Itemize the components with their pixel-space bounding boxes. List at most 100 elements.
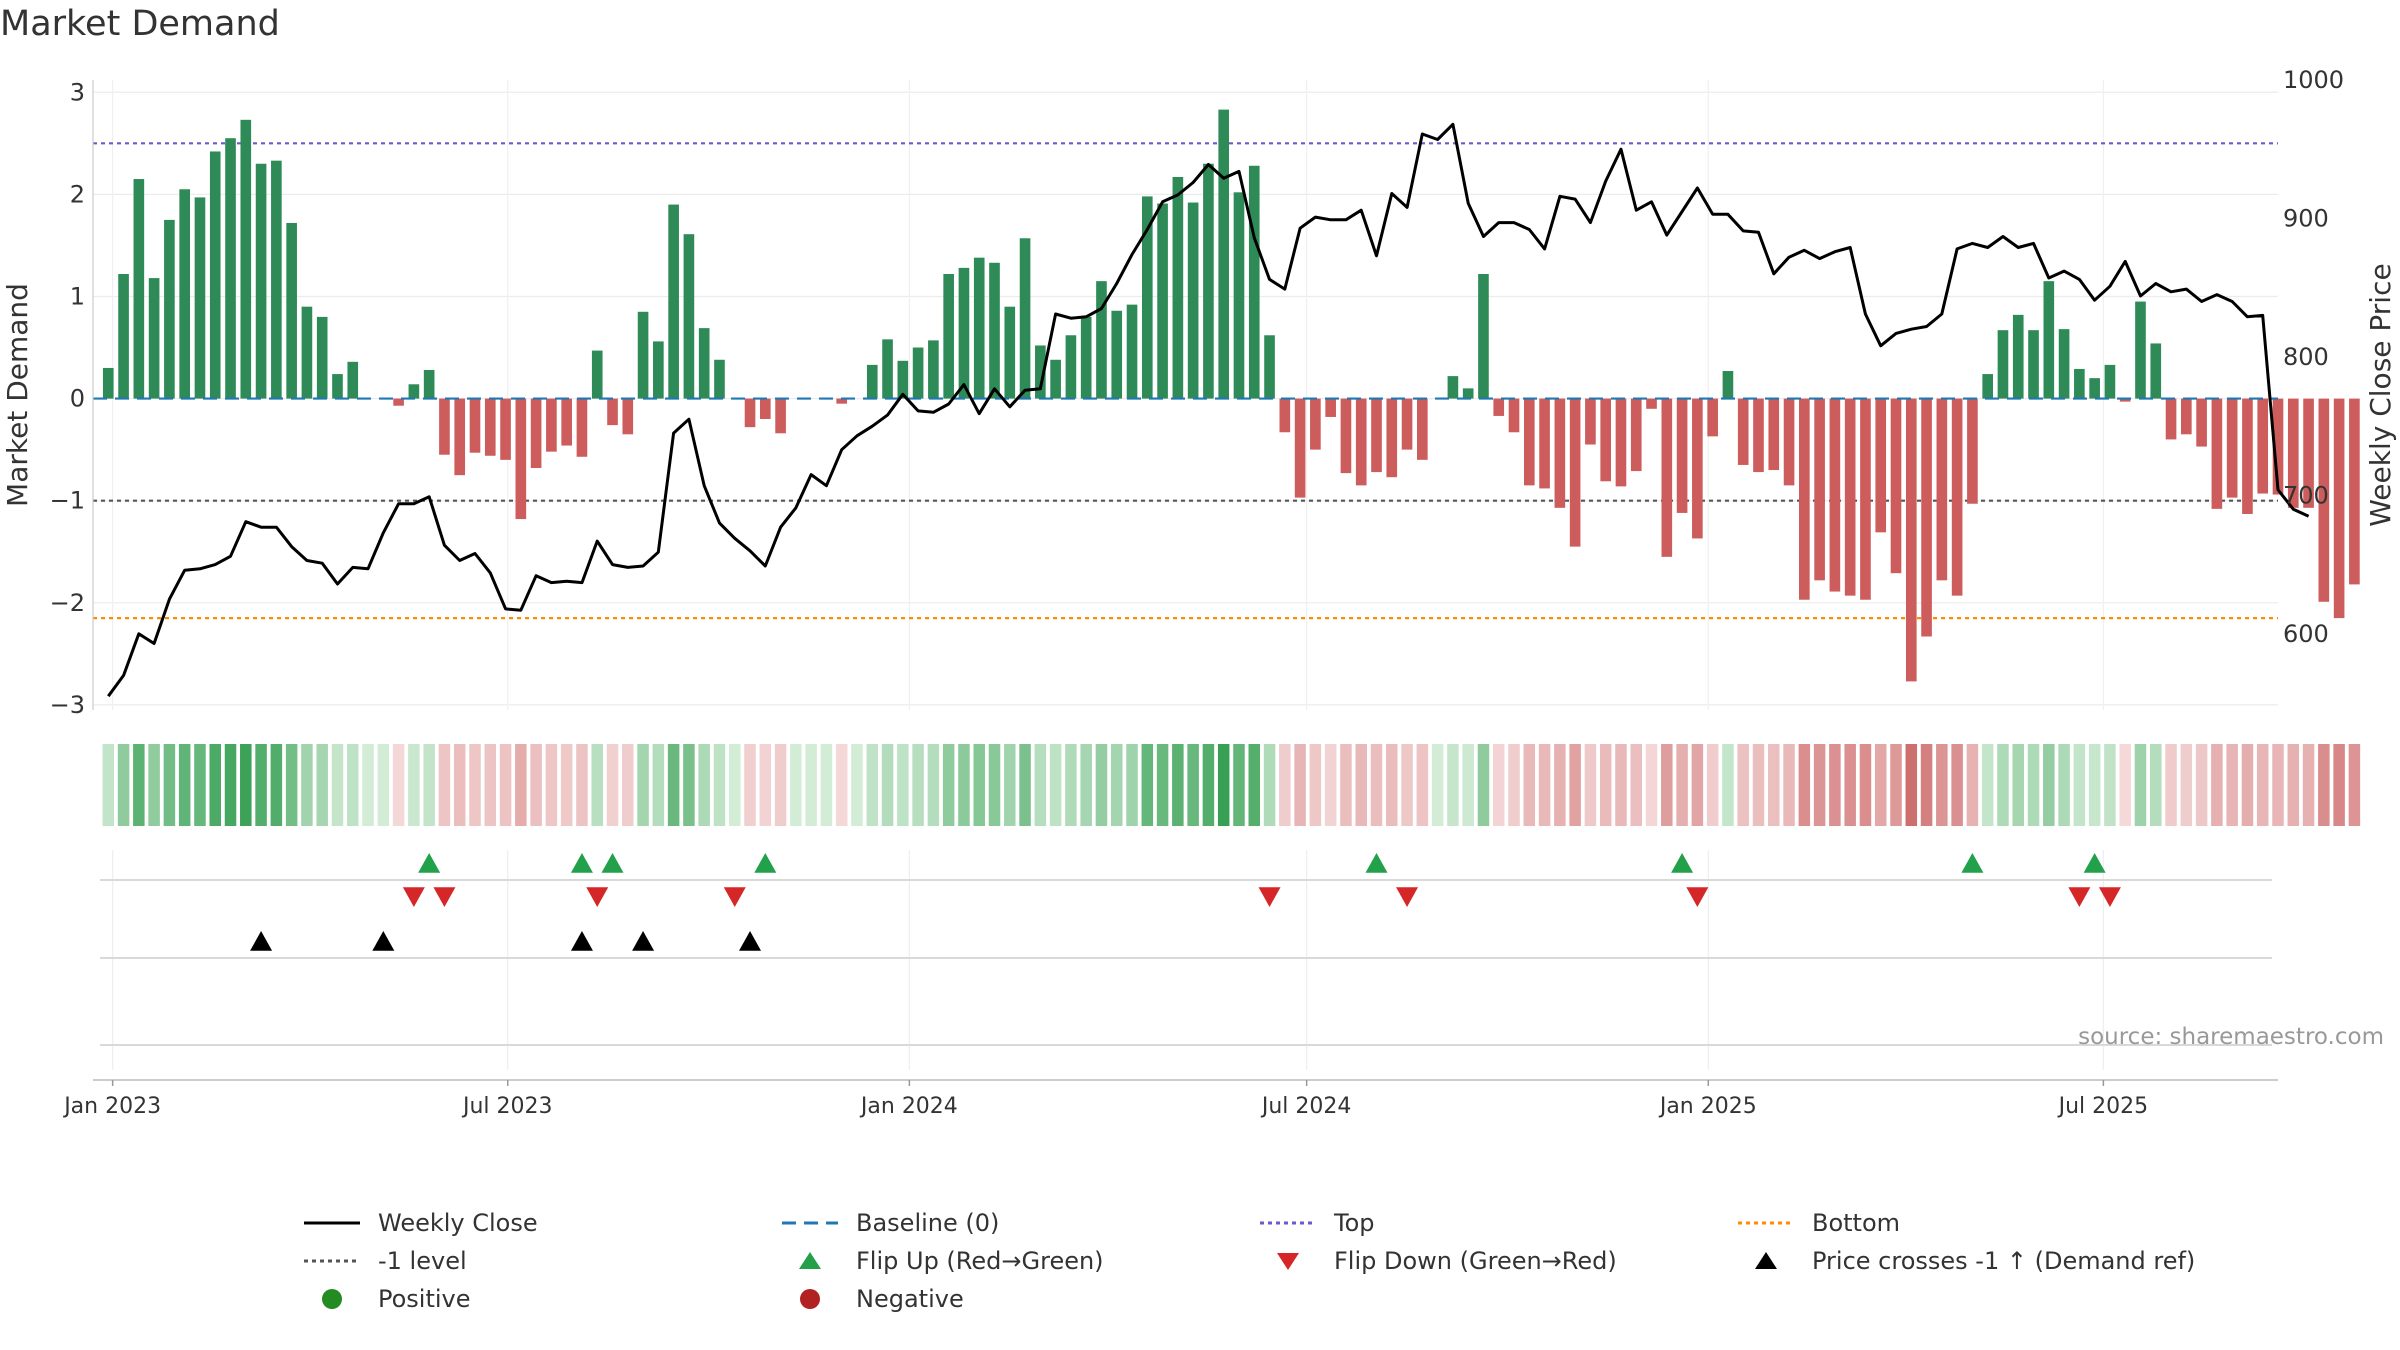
strip-cell bbox=[1905, 744, 1918, 826]
demand-bar-positive bbox=[2135, 301, 2146, 399]
strip-cell bbox=[1615, 744, 1627, 826]
flip-up-marker bbox=[2083, 853, 2106, 873]
legend-label: Baseline (0) bbox=[856, 1209, 1000, 1237]
demand-bar-negative bbox=[1661, 398, 1673, 557]
demand-bar-negative bbox=[1676, 398, 1688, 513]
strip-cell bbox=[316, 744, 328, 826]
demand-bar-positive bbox=[1065, 335, 1077, 399]
strip-cell bbox=[2119, 744, 2131, 826]
strip-cell bbox=[1080, 744, 1092, 826]
y2-tick-label: 800 bbox=[2283, 343, 2329, 371]
strip-cell bbox=[1263, 744, 1276, 826]
strip-cell bbox=[2272, 744, 2284, 826]
strip-cell bbox=[392, 744, 405, 826]
demand-bar-negative bbox=[1340, 398, 1352, 474]
strip-cell bbox=[163, 744, 176, 826]
strip-cell bbox=[1523, 744, 1536, 826]
y-tick-label: 2 bbox=[70, 180, 85, 208]
y-tick-label: 3 bbox=[70, 78, 85, 106]
demand-bar-negative bbox=[1554, 398, 1566, 508]
demand-bar-positive bbox=[897, 360, 909, 399]
strip-cell bbox=[1019, 744, 1031, 826]
legend-item-positive: Positive bbox=[300, 1282, 471, 1316]
strip-cell bbox=[1187, 744, 1199, 826]
demand-bar-negative bbox=[2242, 398, 2253, 514]
demand-bar-positive bbox=[1203, 163, 1214, 399]
demand-bar-positive bbox=[1722, 371, 1734, 399]
strip-cell bbox=[1737, 744, 1749, 826]
strip-cell bbox=[1554, 744, 1566, 826]
cross-marker bbox=[250, 931, 273, 951]
demand-bar-positive bbox=[1035, 345, 1046, 399]
demand-bar-positive bbox=[1080, 316, 1092, 399]
demand-bar-negative bbox=[2181, 398, 2192, 435]
legend-label: Bottom bbox=[1812, 1209, 1901, 1237]
legend-item-flip-down: Flip Down (Green→Red) bbox=[1256, 1244, 1617, 1278]
legend-label: Negative bbox=[856, 1285, 964, 1313]
strip-cell bbox=[133, 744, 145, 826]
demand-bar-positive bbox=[148, 278, 160, 399]
chart-title: Market Demand bbox=[0, 4, 280, 44]
flip-down-marker bbox=[433, 887, 456, 907]
strip-cell bbox=[2012, 744, 2025, 826]
strip-cell bbox=[1706, 744, 1719, 826]
demand-bar-negative bbox=[1860, 398, 1871, 600]
demand-bar-negative bbox=[393, 398, 404, 406]
strip-cell bbox=[1890, 744, 1902, 826]
strip-cell bbox=[285, 744, 298, 826]
strip-cell bbox=[1172, 744, 1184, 826]
demand-bar-negative bbox=[1386, 398, 1398, 478]
demand-bar-positive bbox=[316, 316, 328, 399]
strip-cell bbox=[652, 744, 665, 826]
demand-bar-negative bbox=[2119, 398, 2131, 402]
demand-bar-positive bbox=[1126, 304, 1138, 399]
circle-icon bbox=[800, 1289, 820, 1309]
strip-cell bbox=[1324, 744, 1337, 826]
legend-item-weekly-close: Weekly Close bbox=[300, 1206, 538, 1240]
strip-cell bbox=[1813, 744, 1826, 826]
legend-line-icon bbox=[304, 1221, 360, 1225]
strip-cell bbox=[958, 744, 970, 826]
demand-bars bbox=[102, 109, 2360, 682]
strip-cell bbox=[1676, 744, 1688, 826]
y-tick-label: −2 bbox=[50, 589, 85, 617]
legend-item-negative: Negative bbox=[778, 1282, 964, 1316]
demand-bar-negative bbox=[836, 398, 848, 404]
demand-bar-positive bbox=[194, 197, 206, 399]
demand-bar-negative bbox=[1615, 398, 1627, 487]
x-tick-label: Jan 2023 bbox=[62, 1094, 161, 1119]
strip-cell bbox=[606, 744, 619, 826]
legend-dotted-line-icon bbox=[1260, 1221, 1316, 1225]
strip-cell bbox=[1477, 744, 1490, 826]
strip-cell bbox=[117, 744, 130, 826]
legend-item-bottom: Bottom bbox=[1734, 1206, 1900, 1240]
triangle-down-icon bbox=[1277, 1253, 1299, 1270]
strip-cell bbox=[301, 744, 313, 826]
strip-cell bbox=[1691, 744, 1704, 826]
strip-cell bbox=[1004, 744, 1016, 826]
strip-cell bbox=[744, 744, 756, 826]
y2-tick-label: 600 bbox=[2283, 620, 2329, 648]
demand-bar-negative bbox=[1401, 398, 1413, 450]
demand-bar-negative bbox=[1844, 398, 1856, 596]
strip-cell bbox=[2058, 744, 2070, 826]
demand-bar-negative bbox=[1737, 398, 1749, 465]
axes: 3 2 1 0 −1 −2 −3 1000 900 800 700 600 Market Demand W… bbox=[1, 66, 2397, 719]
demand-bar-positive bbox=[271, 160, 282, 399]
demand-bar-negative bbox=[744, 398, 756, 428]
grid-layer bbox=[93, 80, 2278, 1070]
demand-bar-positive bbox=[408, 384, 420, 399]
strip-cell bbox=[973, 744, 985, 826]
demand-bar-negative bbox=[607, 398, 618, 426]
strip-cell bbox=[102, 744, 115, 826]
strip-cell bbox=[1508, 744, 1520, 826]
strip-cell bbox=[866, 744, 879, 826]
demand-bar-positive bbox=[1218, 109, 1230, 399]
demand-bar-positive bbox=[102, 367, 114, 399]
demand-bar-positive bbox=[989, 262, 1000, 399]
cross-marker bbox=[739, 931, 762, 951]
legend-label: Flip Up (Red→Green) bbox=[856, 1247, 1104, 1275]
demand-bar-negative bbox=[484, 398, 496, 456]
strip-cell bbox=[377, 744, 390, 826]
strip-cell bbox=[622, 744, 634, 826]
